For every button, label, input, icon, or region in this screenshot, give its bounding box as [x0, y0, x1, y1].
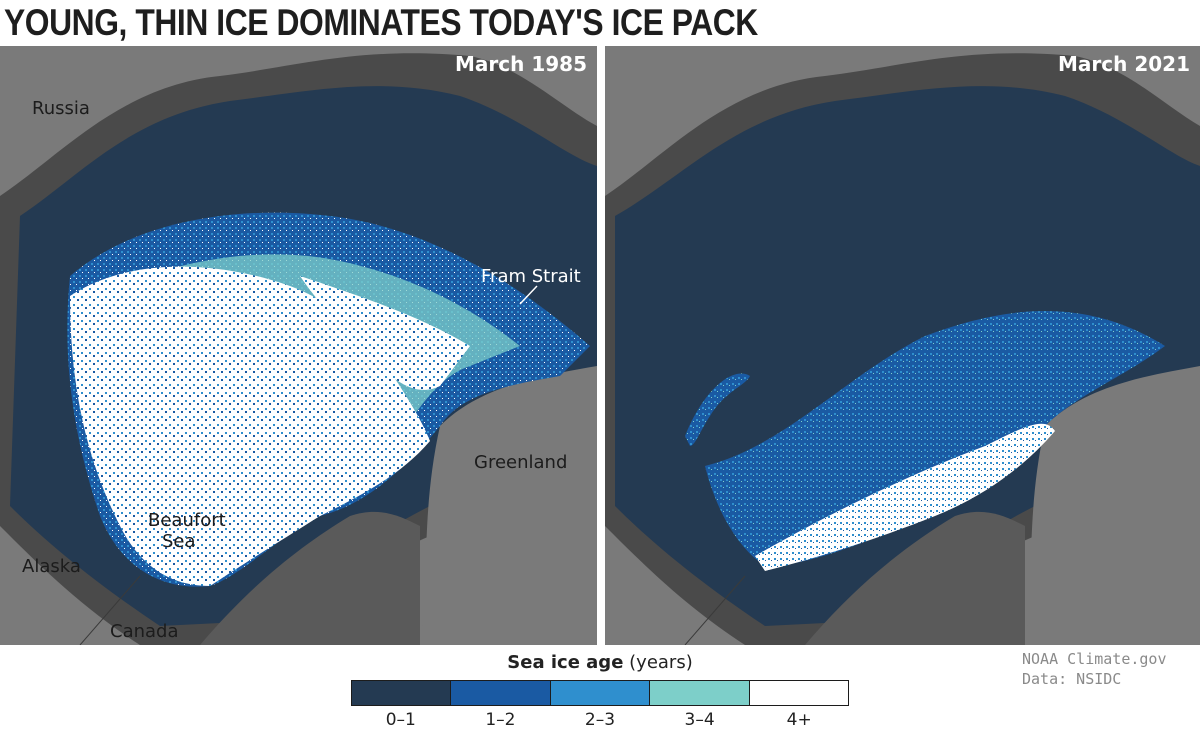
- legend-title-unit: (years): [629, 652, 693, 673]
- label-fram-strait: Fram Strait: [481, 266, 581, 287]
- legend-swatch-4: [749, 681, 849, 705]
- sea-ice-map-1985: [0, 46, 597, 645]
- legend-swatch-0: [352, 681, 452, 705]
- legend-label-3: 3–4: [684, 710, 715, 730]
- legend-label-2: 2–3: [584, 710, 616, 730]
- credit-data: Data: NSIDC: [1022, 670, 1122, 688]
- label-russia: Russia: [32, 98, 90, 119]
- label-canada: Canada: [110, 621, 179, 642]
- label-sea: Sea: [162, 531, 196, 552]
- legend-label-0: 0–1: [385, 710, 416, 730]
- map-panel-1985: March 1985 Russia Fram Strait Greenland …: [0, 46, 597, 645]
- legend-title-main: Sea ice age: [507, 652, 624, 673]
- legend-tick-labels: 0–1 1–2 2–3 3–4 4+: [351, 710, 849, 734]
- legend-title: Sea ice age (years): [0, 652, 1200, 673]
- legend-swatch-3: [650, 681, 750, 705]
- credit-source: NOAA Climate.gov: [1022, 650, 1167, 668]
- label-greenland: Greenland: [474, 452, 568, 473]
- map-panel-2021: March 2021: [605, 46, 1200, 645]
- panel-label-1985: March 1985: [455, 52, 587, 76]
- legend-label-1: 1–2: [485, 710, 516, 730]
- label-alaska: Alaska: [22, 556, 81, 577]
- page-title: YOUNG, THIN ICE DOMINATES TODAY'S ICE PA…: [4, 2, 758, 43]
- label-beaufort: Beaufort: [148, 510, 226, 531]
- legend-swatch-2: [550, 681, 651, 705]
- legend-color-bar: [351, 680, 849, 706]
- legend-swatch-1: [451, 681, 551, 705]
- panel-label-2021: March 2021: [1058, 52, 1190, 76]
- legend-label-4: 4+: [786, 710, 812, 730]
- sea-ice-map-2021: [605, 46, 1200, 645]
